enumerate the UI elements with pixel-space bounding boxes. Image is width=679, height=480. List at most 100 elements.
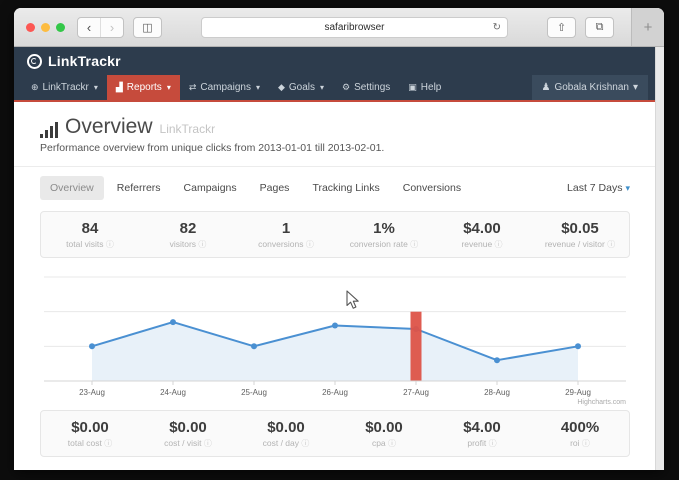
nav-item-label: Goals (288, 82, 316, 93)
info-icon[interactable]: ⓘ (301, 439, 310, 448)
camera-icon: ▣ (408, 82, 417, 92)
stats-panel-bottom: $0.00 total cost ⓘ $0.00 cost / visit ⓘ $0.0… (40, 410, 630, 457)
date-range-dropdown[interactable]: Last 7 Days ▾ (567, 182, 630, 194)
nav-item-label: Help (420, 82, 442, 93)
stat-value: 82 (179, 220, 197, 237)
x-axis-label: 23-Aug (79, 388, 105, 397)
scrollbar[interactable] (655, 47, 664, 470)
main-navbar: ⊕ LinkTrackr ▾ ▟ Reports ▾ ⇄ Campaigns ▾ ◆ Goals ▾ ⚙… (14, 75, 656, 102)
report-tabs: Overview Referrers Campaigns Pages Tracking … (40, 176, 630, 200)
visits-area (92, 322, 578, 381)
nav-item-settings[interactable]: ⚙ Settings (333, 75, 399, 100)
stat-label: cost / visit ⓘ (164, 438, 212, 448)
stat-value: 1% (373, 220, 395, 237)
x-axis-label: 27-Aug (403, 388, 429, 397)
minimize-window-button[interactable] (41, 22, 50, 32)
visits-marker[interactable] (170, 319, 176, 326)
nav-item-campaigns[interactable]: ⇄ Campaigns ▾ (180, 75, 269, 100)
stat-total-visits: 84 total visits ⓘ (41, 220, 139, 250)
conversion-bar[interactable] (410, 311, 422, 381)
nav-item-linktrackr[interactable]: ⊕ LinkTrackr ▾ (22, 75, 107, 100)
page-content: Overview LinkTrackr Performance overview… (14, 102, 656, 457)
info-icon[interactable]: ⓘ (607, 240, 616, 249)
app-viewport: LinkTrackr ⊕ LinkTrackr ▾ ▟ Reports ▾ ⇄ Campaig… (14, 47, 664, 470)
stat-visitors: 82 visitors ⓘ (139, 220, 237, 250)
stat-value: $4.00 (463, 419, 501, 436)
stat-cpa: $0.00 cpa ⓘ (335, 419, 433, 449)
stat-value: $0.00 (169, 419, 207, 436)
stat-value: $0.00 (71, 419, 109, 436)
info-icon[interactable]: ⓘ (104, 439, 113, 448)
nav-item-label: Settings (354, 82, 391, 93)
nav-item-label: Campaigns (200, 82, 251, 93)
overview-chart[interactable]: 23-Aug 24-Aug 25-Aug 26-Aug 27-Aug 28-Aug 29-A… (40, 264, 630, 406)
x-axis-label: 29-Aug (565, 388, 591, 397)
x-axis-label: 25-Aug (241, 388, 267, 397)
visits-marker[interactable] (494, 357, 500, 364)
stat-label: visitors ⓘ (169, 239, 207, 249)
bar-chart-icon: ▟ (115, 82, 123, 92)
stat-conversion-rate: 1% conversion rate ⓘ (335, 220, 433, 250)
visits-marker[interactable] (251, 343, 257, 350)
show-tabs-icon[interactable]: ⧉ (585, 16, 614, 38)
info-icon[interactable]: ⓘ (488, 439, 497, 448)
caret-down-icon: ▾ (320, 83, 325, 92)
page-subtitle: Performance overview from unique clicks … (40, 142, 385, 154)
nav-item-goals[interactable]: ◆ Goals ▾ (269, 75, 333, 100)
tab-tracking-links[interactable]: Tracking Links (312, 182, 380, 194)
tab-pages[interactable]: Pages (259, 182, 290, 194)
stat-value: $4.00 (463, 220, 501, 237)
stat-profit: $4.00 profit ⓘ (433, 419, 531, 449)
stat-label: cost / day ⓘ (262, 438, 310, 448)
stat-label: revenue / visitor ⓘ (544, 239, 616, 249)
stat-roi: 400% roi ⓘ (531, 419, 629, 449)
info-icon[interactable]: ⓘ (581, 439, 590, 448)
back-icon[interactable]: ‹ (86, 19, 92, 35)
page-title-suffix: LinkTrackr (159, 122, 216, 136)
chart-credit: Highcharts.com (577, 399, 626, 406)
divider (14, 166, 656, 167)
stats-panel-top: 84 total visits ⓘ 82 visitors ⓘ 1 conversions… (40, 211, 630, 258)
toolbar-right: ⇧ ⧉ (547, 16, 614, 38)
address-bar[interactable]: safaribrowser ↻ (201, 16, 508, 38)
shuffle-icon: ⇄ (188, 82, 197, 92)
stat-value: 1 (281, 220, 291, 237)
info-icon[interactable]: ⓘ (494, 240, 503, 249)
info-icon[interactable]: ⓘ (105, 240, 114, 249)
visits-marker[interactable] (332, 322, 338, 329)
reload-icon[interactable]: ↻ (492, 21, 501, 33)
stat-label: cpa ⓘ (371, 438, 397, 448)
info-icon[interactable]: ⓘ (388, 439, 397, 448)
caret-down-icon: ▾ (166, 83, 171, 92)
stat-value: 84 (81, 220, 99, 237)
nav-item-help[interactable]: ▣ Help (399, 75, 450, 100)
tab-campaigns[interactable]: Campaigns (183, 182, 237, 194)
visits-marker[interactable] (575, 343, 581, 350)
stat-label: profit ⓘ (467, 438, 497, 448)
tab-overview[interactable]: Overview (40, 176, 104, 200)
info-icon[interactable]: ⓘ (203, 439, 212, 448)
tab-conversions[interactable]: Conversions (402, 182, 462, 194)
sidebar-toggle-icon[interactable]: ◫ (133, 16, 162, 38)
window-controls (26, 22, 65, 32)
page-title: Overview (65, 115, 153, 138)
close-window-button[interactable] (26, 22, 35, 32)
info-icon[interactable]: ⓘ (198, 240, 207, 249)
stat-value: $0.05 (561, 220, 599, 237)
stat-label: conversion rate ⓘ (349, 239, 419, 249)
new-tab-button[interactable]: + (631, 8, 664, 46)
nav-item-reports[interactable]: ▟ Reports ▾ (106, 75, 180, 100)
info-icon[interactable]: ⓘ (410, 240, 419, 249)
forward-icon[interactable]: › (100, 17, 123, 37)
user-menu[interactable]: ♟ Gobala Krishnan ▾ (531, 75, 648, 100)
x-axis-label: 26-Aug (322, 388, 348, 397)
stat-conversions: 1 conversions ⓘ (237, 220, 335, 250)
zoom-window-button[interactable] (56, 22, 65, 32)
tab-referrers[interactable]: Referrers (116, 182, 161, 194)
share-icon[interactable]: ⇧ (547, 16, 576, 38)
brand-title: LinkTrackr (48, 53, 121, 69)
user-icon: ♟ (541, 82, 551, 93)
nav-item-label: LinkTrackr (42, 82, 89, 93)
visits-marker[interactable] (89, 343, 95, 350)
info-icon[interactable]: ⓘ (305, 240, 314, 249)
